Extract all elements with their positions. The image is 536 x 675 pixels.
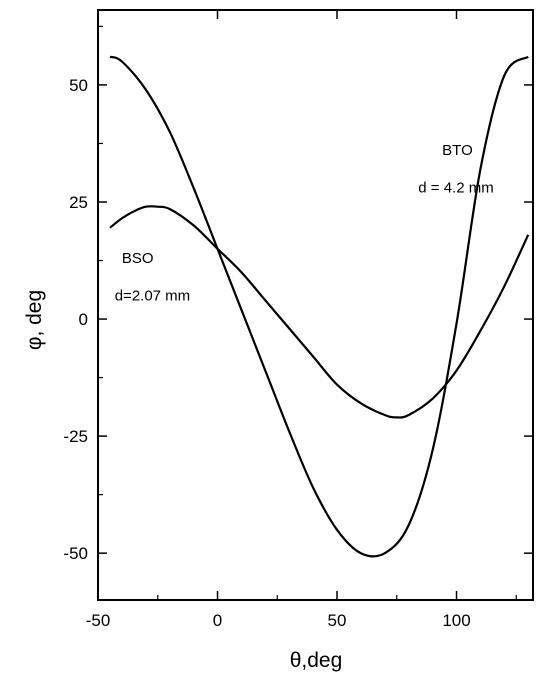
x-tick-label: 100 [442, 611, 470, 630]
x-tick-label: 0 [213, 611, 222, 630]
y-axis-title: φ, deg [23, 290, 46, 350]
annotations-group: BTO d = 4.2 mm BSO d=2.07 mm [115, 142, 494, 304]
annotation-label: BSO [122, 250, 154, 267]
series-group [109, 55, 530, 558]
annotation-label: d=2.07 mm [115, 287, 190, 304]
plot-frame [97, 9, 534, 601]
y-tick-label: -25 [63, 427, 88, 446]
y-tick-label: 0 [79, 310, 88, 329]
y-tick-label: 25 [69, 193, 88, 212]
ticks-group: -50 0 50 100 -50 -25 0 25 50 [63, 10, 533, 630]
y-tick-label: 50 [69, 76, 88, 95]
plot-frame-group [97, 9, 534, 601]
y-tick-label: -50 [63, 544, 88, 563]
series-line-1 [109, 55, 529, 558]
annotation-label: BTO [442, 142, 473, 159]
x-tick-label: 50 [328, 611, 347, 630]
series-line-2 [109, 205, 530, 419]
x-axis-title: θ,deg [290, 649, 343, 672]
x-tick-label: -50 [86, 611, 111, 630]
annotation-label: d = 4.2 mm [418, 180, 493, 197]
